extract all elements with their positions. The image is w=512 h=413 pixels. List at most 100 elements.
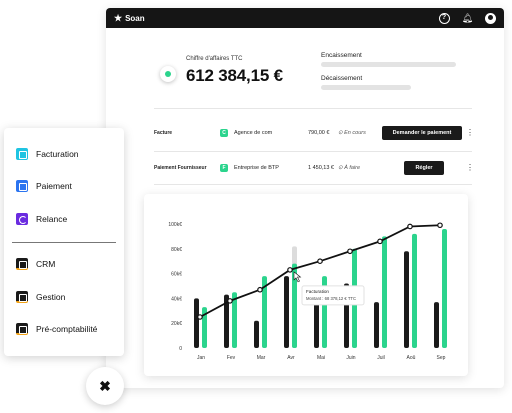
decaissement-label: Décaissement: [321, 75, 363, 82]
decaissement-bar: [321, 85, 411, 90]
revenue-chart: 0 20k€ 40k€ 60k€ 80k€ 100k€ Jan Fev Mar Avr Mai Jui…: [168, 222, 447, 361]
menu-item-gestion[interactable]: Gestion: [16, 291, 65, 303]
menu-item-label: Relance: [36, 214, 68, 224]
bell-icon[interactable]: 🔔︎: [461, 12, 473, 23]
tooltip-box: [301, 285, 365, 306]
refresh-icon: [16, 213, 28, 225]
bar-decaissement[interactable]: [404, 251, 409, 348]
brand[interactable]: ★ Soan: [114, 13, 145, 24]
more-options-icon[interactable]: ⋮: [466, 128, 474, 137]
bar-decaissement[interactable]: [254, 320, 259, 348]
trend-point[interactable]: [227, 298, 233, 304]
invoice-row: Facture C Agence de com 790,00 € ⊙ En co…: [154, 124, 474, 142]
y-tick-label: 100k€: [168, 222, 182, 228]
row-status: ⊙ En cours: [338, 130, 366, 136]
menu-item-label: CRM: [36, 259, 56, 269]
row-amount: 1 450,13 €: [308, 165, 334, 171]
top-bar: ★ Soan ? 🔔︎: [106, 8, 504, 28]
menu-item-label: Facturation: [36, 149, 79, 159]
row-status-text: À faire: [344, 165, 361, 171]
menu-item-crm[interactable]: CRM: [16, 258, 55, 270]
trend-point[interactable]: [407, 223, 413, 230]
menu-item-facturation[interactable]: Facturation: [16, 148, 79, 160]
brand-name: Soan: [125, 13, 145, 23]
y-tick-label: 60k€: [171, 272, 182, 278]
supplier-badge: F: [220, 164, 228, 172]
help-icon[interactable]: ?: [438, 12, 450, 24]
divider: [154, 184, 472, 185]
encaissement-bar: [321, 62, 456, 67]
folder-icon: [16, 291, 28, 303]
avatar-icon[interactable]: [485, 12, 496, 24]
trend-point[interactable]: [257, 286, 263, 293]
bar-decaissement[interactable]: [374, 302, 379, 348]
bar-decaissement[interactable]: [314, 300, 319, 348]
x-tick-label: Mai: [317, 355, 325, 361]
x-tick-label: Fev: [227, 355, 236, 361]
row-type: Paiement Fournisseur: [154, 165, 207, 171]
row-amount: 790,00 €: [308, 130, 330, 136]
bar-facturation[interactable]: [262, 276, 267, 348]
revenue-value: 612 384,15 €: [186, 66, 283, 85]
bar-facturation[interactable]: [382, 236, 387, 348]
bar-facturation[interactable]: [442, 228, 447, 348]
y-tick-label: 80k€: [171, 247, 182, 253]
bar-decaissement[interactable]: [194, 298, 199, 348]
revenue-label: Chiffre d'affaires TTC: [186, 56, 243, 62]
row-type: Facture: [154, 130, 173, 136]
menu-item-pre-comptabilite[interactable]: Pré-comptabilité: [16, 323, 97, 335]
calculator-icon: [16, 323, 28, 335]
bar-facturation[interactable]: [292, 263, 297, 348]
menu-item-relance[interactable]: Relance: [16, 213, 67, 225]
trend-point[interactable]: [317, 258, 323, 265]
close-menu-button[interactable]: ✖: [86, 367, 124, 405]
row-status: ⊙ À faire: [338, 165, 361, 171]
crm-icon: [16, 258, 28, 270]
x-tick-label: Juin: [346, 355, 355, 361]
star-icon: ★: [114, 12, 123, 23]
menu-divider: [12, 242, 116, 243]
pay-button[interactable]: Régler: [404, 161, 444, 175]
trend-point[interactable]: [437, 222, 443, 229]
x-tick-label: Aoû: [407, 355, 416, 361]
divider: [154, 151, 472, 152]
document-icon: [16, 148, 28, 160]
trend-point[interactable]: [287, 267, 293, 273]
bar-facturation[interactable]: [232, 292, 237, 348]
menu-item-label: Pré-comptabilité: [36, 324, 98, 334]
bar-decaissement[interactable]: [224, 294, 229, 348]
bar-decaissement[interactable]: [434, 302, 439, 348]
status-dot-icon: [160, 66, 176, 82]
y-tick-label: 20k€: [171, 321, 182, 327]
bar-facturation[interactable]: [412, 233, 417, 348]
cursor-icon: [293, 271, 302, 283]
close-icon: ✖: [99, 377, 111, 394]
x-tick-label: Juil: [377, 355, 385, 361]
x-tick-label: Jan: [197, 355, 205, 361]
card-icon: [16, 180, 28, 192]
divider: [154, 108, 472, 109]
x-tick-label: Mar: [257, 355, 266, 361]
bar-decaissement[interactable]: [284, 276, 289, 348]
tooltip-title: Facturation: [306, 289, 329, 294]
more-options-icon[interactable]: ⋮: [466, 163, 474, 172]
tooltip-text: Montant : 68 378,12 € TTC: [306, 296, 356, 301]
bar-facturation[interactable]: [202, 307, 207, 348]
row-party[interactable]: Entreprise de BTP: [234, 165, 279, 171]
module-menu: Facturation Paiement Relance CRM Gestion…: [4, 128, 124, 356]
row-party[interactable]: Agence de com: [234, 130, 273, 136]
trend-point[interactable]: [347, 248, 353, 255]
request-payment-button[interactable]: Demander le paiement: [382, 126, 462, 140]
client-badge: C: [220, 129, 228, 137]
x-tick-label: Sep: [437, 355, 446, 361]
trend-point[interactable]: [377, 238, 383, 245]
menu-item-label: Paiement: [36, 181, 72, 191]
row-status-text: En cours: [344, 130, 366, 136]
supplier-payment-row: Paiement Fournisseur F Entreprise de BTP…: [154, 159, 474, 177]
encaissement-label: Encaissement: [321, 52, 362, 59]
y-tick-label: 40k€: [171, 296, 182, 302]
revenue-chart-card: 0 20k€ 40k€ 60k€ 80k€ 100k€ Jan Fev Mar Avr Mai Jui…: [144, 194, 468, 376]
menu-item-paiement[interactable]: Paiement: [16, 180, 72, 192]
app-window: ★ Soan ? 🔔︎ Chiffre d'affaires TTC 612 3…: [106, 8, 504, 388]
trend-point[interactable]: [197, 314, 203, 320]
